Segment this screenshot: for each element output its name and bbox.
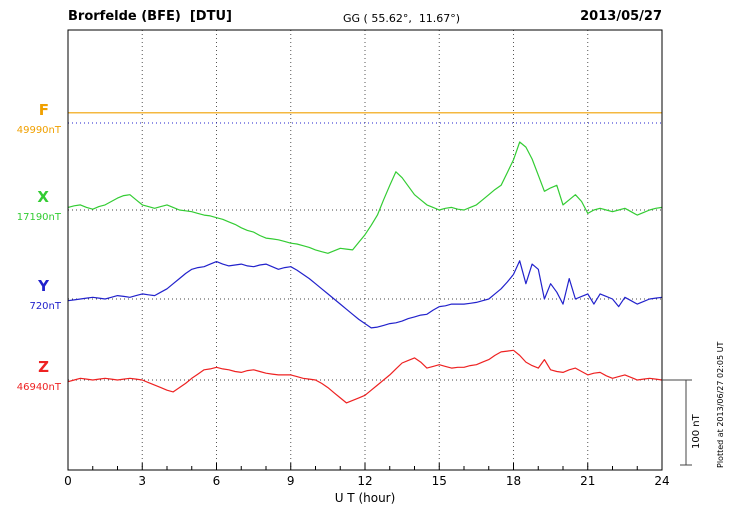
component-baseline-value-X: 17190nT bbox=[16, 212, 61, 223]
x-tick-label-0: 0 bbox=[64, 474, 72, 488]
component-baseline-value-Z: 46940nT bbox=[16, 382, 61, 393]
component-letter-X: X bbox=[37, 188, 49, 206]
trace-X bbox=[67, 141, 663, 254]
x-tick-label-9: 9 bbox=[286, 474, 295, 488]
x-axis-label: U T (hour) bbox=[334, 491, 396, 505]
plotted-at-caption: Plotted at 2013/06/27 02:05 UT bbox=[716, 341, 725, 468]
component-letter-F: F bbox=[38, 101, 49, 119]
component-letter-Z: Z bbox=[38, 358, 49, 376]
scale-bar-label: 100 nT bbox=[691, 414, 702, 449]
trace-Y bbox=[67, 260, 663, 329]
x-tick-label-15: 15 bbox=[431, 474, 447, 488]
plot-frame bbox=[67, 29, 663, 471]
x-tick-label-12: 12 bbox=[357, 474, 373, 488]
component-letter-Y: Y bbox=[38, 277, 49, 295]
component-baseline-value-F: 49990nT bbox=[16, 125, 61, 136]
plot-date: 2013/05/27 bbox=[580, 9, 662, 24]
geo-coordinates: GG ( 55.62°, 11.67°) bbox=[343, 12, 461, 25]
x-tick-label-24: 24 bbox=[654, 474, 670, 488]
station-title: Brorfelde (BFE) [DTU] bbox=[68, 9, 232, 24]
component-baseline-value-Y: 720nT bbox=[29, 301, 61, 312]
x-tick-label-18: 18 bbox=[505, 474, 522, 488]
x-tick-label-6: 6 bbox=[212, 474, 221, 488]
x-tick-label-3: 3 bbox=[138, 474, 147, 488]
x-tick-label-21: 21 bbox=[580, 474, 596, 488]
trace-Z bbox=[67, 349, 663, 404]
